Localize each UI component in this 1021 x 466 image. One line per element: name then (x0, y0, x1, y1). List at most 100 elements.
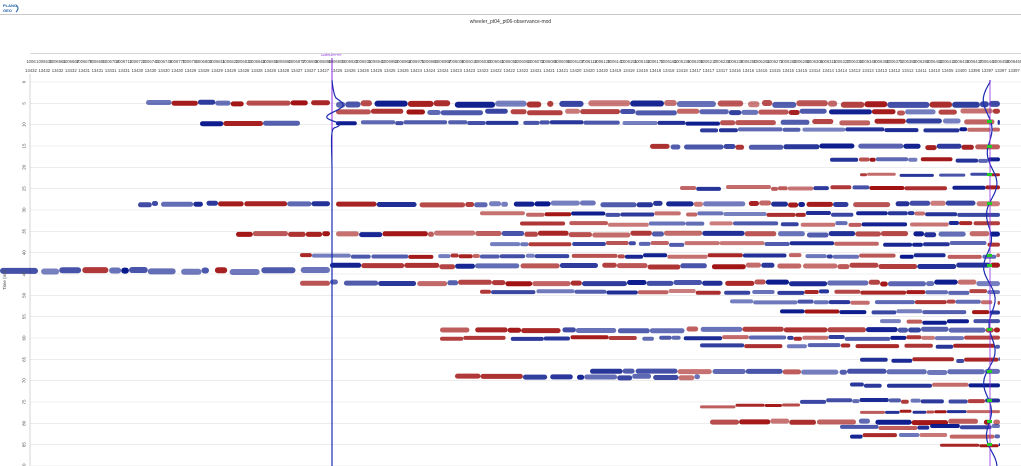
amplitude-segment (489, 201, 502, 207)
amplitude-segment (816, 419, 856, 425)
amplitude-segment (748, 335, 787, 340)
amplitude-segment (472, 254, 480, 258)
amplitude-segment (685, 121, 720, 126)
amplitude-segment (311, 100, 330, 106)
amplitude-segment (910, 222, 949, 227)
amplitude-segment (748, 201, 759, 206)
time-tick-label: 15 (22, 143, 27, 149)
amplitude-segment (884, 128, 919, 133)
amplitude-segment (574, 289, 607, 294)
horizon-pick-marker (987, 264, 992, 267)
amplitude-segment (322, 231, 330, 237)
amplitude-segment (458, 254, 473, 259)
amplitude-segment (957, 279, 977, 285)
amplitude-segment (617, 375, 633, 381)
amplitude-segment (584, 374, 618, 380)
trace-id-label: 1006030 (474, 59, 491, 64)
amplitude-segment (795, 212, 806, 217)
trace-id-label: 1006822 (222, 59, 239, 64)
amplitude-segment (485, 120, 519, 125)
cdp-label: 13414 (809, 68, 821, 73)
trace-id-label: 1006712 (116, 59, 133, 64)
cdp-label: 13421 (557, 68, 569, 73)
amplitude-segment (782, 403, 800, 407)
amplitude-segment (700, 128, 719, 133)
wavelet-trace-left (326, 79, 344, 466)
amplitude-segment (772, 101, 797, 108)
cdp-label: 13432 (65, 68, 77, 73)
trace-id-label: 1006811 (209, 59, 226, 64)
amplitude-segment (635, 110, 677, 116)
amplitude-segment (218, 201, 244, 207)
cdp-label: 13413 (875, 68, 887, 73)
amplitude-segment (949, 434, 995, 439)
amplitude-segment (360, 120, 396, 125)
trace-marker-label[interactable]: cal#d#### (321, 52, 342, 57)
cdp-label: 13425 (397, 68, 409, 73)
time-gridlines (29, 74, 1021, 466)
amplitude-segment (780, 309, 805, 314)
amplitude-segment (998, 443, 1000, 447)
amplitude-segment (524, 231, 538, 237)
amplitude-segment (802, 127, 846, 132)
amplitude-segment (802, 335, 829, 340)
cdp-label: 13412 (902, 68, 914, 73)
amplitude-segment (657, 120, 686, 125)
amplitude-segment (880, 231, 909, 237)
amplitude-segment (480, 289, 491, 294)
amplitude-segment (901, 399, 909, 404)
cdp-label: 13413 (862, 68, 874, 73)
amplitude-segment (891, 358, 913, 363)
amplitude-segment (616, 263, 648, 269)
amplitude-segment (336, 201, 377, 207)
amplitude-segment (475, 231, 502, 236)
svg-text:PLANO: PLANO (3, 3, 17, 8)
amplitude-segment (886, 383, 932, 388)
amplitude-segment (748, 144, 784, 150)
amplitude-segment (305, 231, 323, 237)
amplitude-segment (223, 121, 263, 126)
amplitude-segment (230, 101, 244, 107)
cdp-label: 13431 (78, 68, 90, 73)
amplitude-segment (961, 144, 974, 150)
amplitude-segment (914, 211, 926, 216)
amplitude-segment (197, 99, 216, 105)
amplitude-segment (801, 369, 839, 375)
amplitude-segment (537, 230, 569, 236)
amplitude-segment (771, 201, 788, 207)
amplitude-segment (236, 231, 253, 237)
amplitude-segment (922, 310, 967, 315)
cdp-label: 13419 (623, 68, 635, 73)
amplitude-segment (967, 399, 985, 404)
amplitude-segment (632, 373, 652, 379)
cdp-label: 13431 (92, 68, 104, 73)
svg-text:GEO: GEO (3, 8, 12, 13)
cdp-label: 13428 (251, 68, 263, 73)
amplitude-segment (946, 410, 967, 414)
amplitude-segment (745, 368, 783, 374)
amplitude-segment (871, 109, 896, 115)
trace-id-label: 1006909 (328, 59, 345, 64)
amplitude-segment (908, 157, 918, 162)
trace-id-label: 1006228 (714, 59, 731, 64)
amplitude-segment (246, 100, 291, 106)
amplitude-segment (828, 231, 856, 237)
amplitude-segment (917, 264, 957, 269)
cdp-label: 13405 (942, 68, 954, 73)
amplitude-segment (490, 242, 521, 247)
trace-id-label: 1006877 (289, 59, 306, 64)
trace-id-label: 1006437 (966, 59, 983, 64)
seismic-amplitude-bands (0, 99, 1000, 448)
amplitude-segment (806, 201, 833, 207)
amplitude-segment (827, 100, 838, 107)
amplitude-segment (667, 254, 708, 259)
cdp-label: 13427 (291, 68, 303, 73)
amplitude-segment (651, 231, 664, 237)
amplitude-segment (805, 254, 827, 259)
amplitude-segment (969, 289, 988, 294)
amplitude-segment (766, 212, 796, 217)
amplitude-segment (957, 212, 1000, 217)
amplitude-segment (121, 267, 129, 274)
amplitude-segment (630, 230, 652, 236)
